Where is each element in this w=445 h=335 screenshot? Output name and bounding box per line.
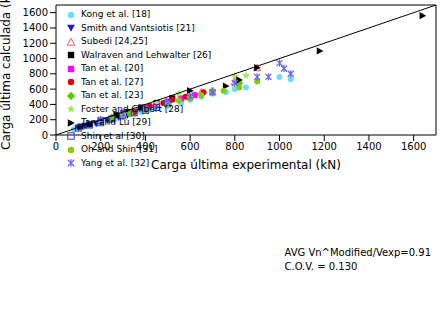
- svg-text:1200: 1200: [312, 141, 337, 152]
- svg-text:Carga última experimental (kN): Carga última experimental (kN): [151, 158, 341, 172]
- svg-text:1400: 1400: [356, 141, 381, 152]
- svg-text:1600: 1600: [23, 7, 48, 18]
- svg-text:1600: 1600: [401, 141, 426, 152]
- svg-text:1200: 1200: [23, 38, 48, 49]
- svg-text:800: 800: [225, 141, 244, 152]
- svg-text:0: 0: [42, 130, 48, 141]
- svg-text:1000: 1000: [267, 141, 292, 152]
- svg-text:400: 400: [29, 99, 48, 110]
- svg-text:600: 600: [181, 141, 200, 152]
- svg-text:200: 200: [29, 114, 48, 125]
- svg-text:200: 200: [91, 141, 110, 152]
- svg-text:1400: 1400: [23, 22, 48, 33]
- svg-text:400: 400: [136, 141, 155, 152]
- svg-text:Carga última calculada (kN): Carga última calculada (kN): [8, 0, 13, 150]
- svg-text:600: 600: [29, 84, 48, 95]
- svg-text:800: 800: [29, 68, 48, 79]
- svg-text:0: 0: [53, 141, 59, 152]
- svg-text:1000: 1000: [23, 53, 48, 64]
